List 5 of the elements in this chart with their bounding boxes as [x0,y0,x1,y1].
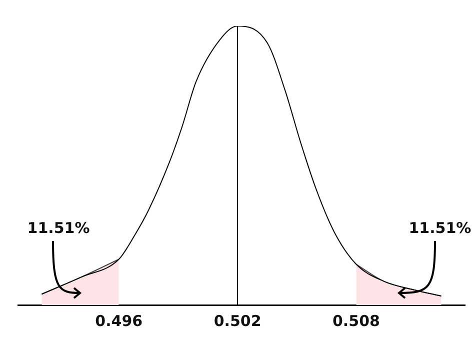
x-tick-label: 0.508 [332,312,380,330]
x-tick-label: 0.496 [95,312,143,330]
annotation: 11.51% [27,219,90,237]
annotation: 11.51% [408,219,472,237]
x-tick-label: 0.502 [214,312,262,330]
